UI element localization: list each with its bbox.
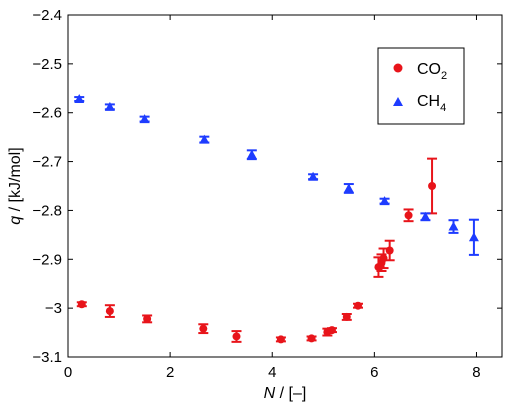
- x-tick-label: 6: [370, 364, 378, 381]
- x-tick-label: 0: [64, 364, 72, 381]
- x-axis-label: N / [–]: [264, 385, 307, 402]
- legend-label-co2-main: CO: [417, 61, 441, 78]
- data-point: [343, 183, 354, 193]
- y-tick-label: −2.6: [32, 105, 62, 122]
- data-point: [105, 307, 114, 316]
- data-point: [448, 221, 459, 231]
- data-point: [199, 324, 208, 333]
- x-axis-unit: [–]: [289, 385, 307, 402]
- y-tick-label: −3: [45, 300, 62, 317]
- y-axis-sep: /: [7, 202, 24, 215]
- data-point: [232, 332, 241, 341]
- y-tick-label: −3.1: [32, 349, 62, 366]
- data-point: [143, 314, 152, 323]
- data-point: [307, 334, 316, 343]
- legend: CO2 CH4: [377, 47, 465, 125]
- legend-label-ch4: CH4: [417, 93, 446, 114]
- data-point: [379, 196, 390, 206]
- data-point: [77, 300, 86, 309]
- legend-marker-ch4: [393, 97, 403, 106]
- y-tick-label: −2.4: [32, 7, 62, 24]
- legend-label-co2: CO2: [417, 61, 447, 82]
- data-point: [246, 149, 257, 159]
- series-co2: [76, 157, 438, 344]
- x-axis-sep: /: [275, 385, 288, 402]
- data-point: [385, 246, 394, 255]
- data-point: [139, 114, 150, 124]
- legend-marker-co2: [393, 63, 403, 73]
- data-point: [420, 211, 431, 221]
- x-axis-var: N: [264, 385, 276, 402]
- ticks-layer: 0 2 4 6 8 −3.1 −3 −2.9 −2.8 −2.7 −2.6 −2.5 −2.4: [32, 7, 502, 381]
- legend-label-co2-sub: 2: [441, 70, 447, 82]
- legend-label-ch4-main: CH: [417, 93, 440, 110]
- data-point: [276, 335, 285, 344]
- data-point: [74, 94, 85, 104]
- data-point: [428, 182, 437, 190]
- data-point: [308, 171, 319, 181]
- y-tick-label: −2.5: [32, 56, 62, 73]
- series-ch4: [74, 94, 479, 256]
- data-point: [354, 301, 363, 310]
- data-point: [104, 101, 115, 111]
- y-tick-label: −2.7: [32, 154, 62, 171]
- y-axis-var: q: [7, 216, 24, 225]
- x-tick-label: 8: [472, 364, 480, 381]
- data-point: [404, 211, 413, 220]
- y-tick-label: −2.9: [32, 251, 62, 268]
- x-tick-label: 4: [268, 364, 276, 381]
- plot-frame: [67, 14, 503, 358]
- legend-label-ch4-sub: 4: [440, 102, 446, 114]
- y-axis-unit: [kJ/mol]: [7, 147, 24, 202]
- x-tick-label: 2: [166, 364, 174, 381]
- data-point: [327, 326, 336, 335]
- y-tick-label: −2.8: [32, 202, 62, 219]
- data-point: [199, 134, 210, 144]
- series-layer: [74, 94, 479, 344]
- legend-box: [377, 47, 465, 125]
- data-point: [468, 232, 479, 242]
- data-point: [342, 312, 351, 321]
- y-axis-label: q / [kJ/mol]: [7, 147, 24, 224]
